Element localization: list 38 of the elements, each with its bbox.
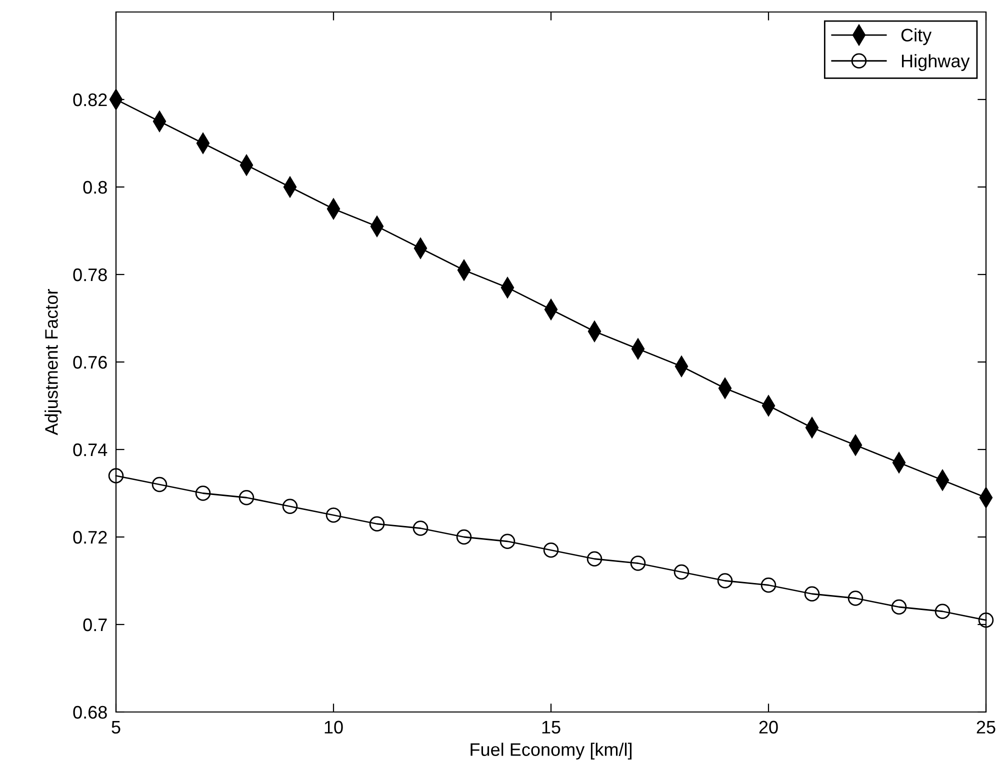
point [804, 586, 820, 602]
point [760, 577, 776, 593]
point [500, 534, 516, 550]
point [934, 604, 950, 620]
point [326, 507, 342, 523]
y-tick-label: 0.82 [73, 93, 107, 106]
point [717, 573, 733, 588]
y-tick-label: 0.72 [73, 530, 107, 544]
point [674, 564, 690, 580]
x-tick-label: 25 [976, 720, 996, 734]
point [848, 590, 864, 606]
y-tick-label: 0.78 [73, 268, 107, 282]
point [586, 551, 602, 567]
x-tick-label: 20 [759, 720, 778, 734]
y-axis-title: Adjustment Factor [44, 289, 62, 436]
point [456, 529, 472, 545]
point [543, 542, 559, 558]
point [630, 556, 646, 571]
x-axis-title: Fuel Economy [km/l] [470, 742, 632, 760]
x-tick-label: 5 [112, 720, 120, 734]
y-tick-label: 0.74 [73, 443, 108, 456]
legend-label: Highway [902, 54, 970, 71]
x-tick-label: 15 [542, 720, 560, 734]
y-tick-label: 0.8 [83, 180, 107, 194]
point [282, 498, 298, 514]
point [891, 599, 907, 615]
point [195, 486, 211, 501]
x-tick-label: 10 [324, 720, 343, 734]
y-tick-label: 0.7 [83, 618, 107, 632]
y-tick-label: 0.76 [73, 356, 107, 369]
point [369, 516, 385, 532]
point [238, 490, 254, 506]
y-tick-label: 0.68 [73, 706, 107, 719]
legend-label: City [901, 28, 932, 46]
point [108, 468, 124, 484]
point [412, 520, 428, 536]
point [978, 612, 994, 628]
point [152, 476, 168, 492]
